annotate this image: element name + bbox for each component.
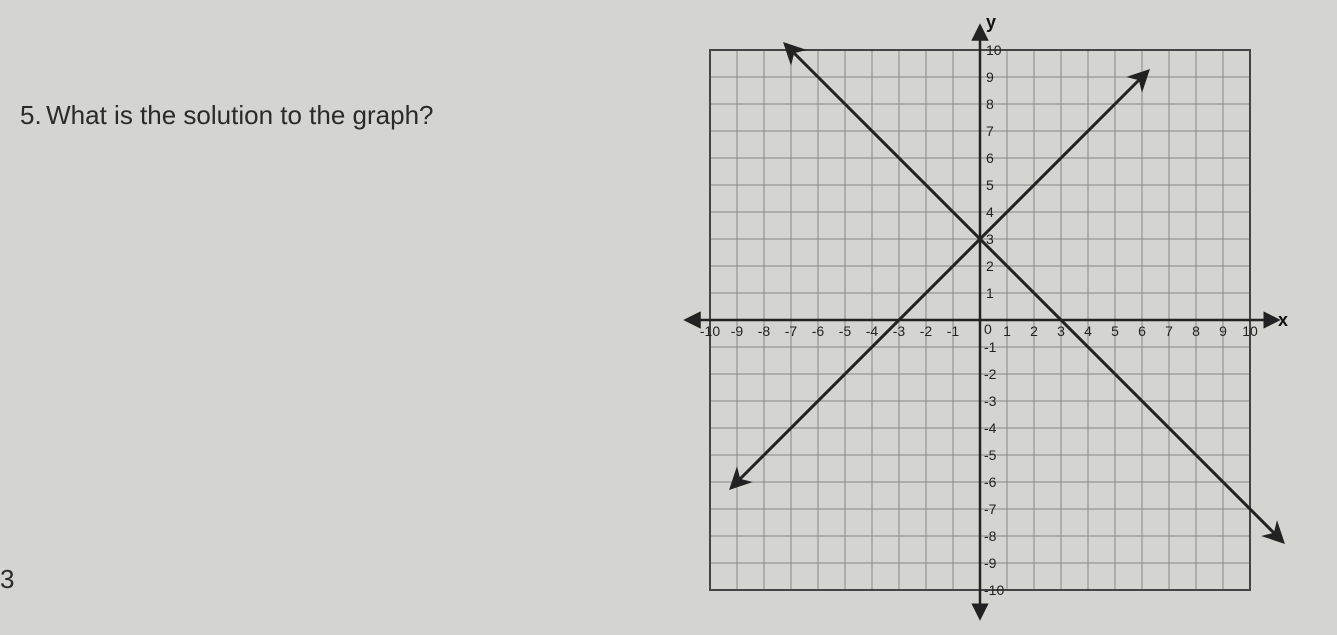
tick-label: 1 <box>986 285 994 301</box>
tick-label: 5 <box>986 177 994 193</box>
tick-label: 4 <box>1084 323 1092 339</box>
tick-label: -4 <box>866 323 879 339</box>
tick-label: 6 <box>1138 323 1146 339</box>
tick-label: -6 <box>984 474 997 490</box>
tick-label: 5 <box>1111 323 1119 339</box>
tick-label: -2 <box>920 323 933 339</box>
tick-label: 8 <box>986 96 994 112</box>
tick-label: 0 <box>984 321 992 337</box>
tick-label: -1 <box>947 323 960 339</box>
x-axis-label: x <box>1278 310 1288 330</box>
tick-label: -10 <box>700 323 720 339</box>
tick-label: -10 <box>984 582 1004 598</box>
tick-label: -6 <box>812 323 825 339</box>
tick-label: 1 <box>1003 323 1011 339</box>
coordinate-graph: yx-10-9-8-7-6-5-4-3-2-101234567891012345… <box>680 10 1300 630</box>
tick-label: -3 <box>984 393 997 409</box>
tick-label: -2 <box>984 366 997 382</box>
tick-label: -4 <box>984 420 997 436</box>
tick-label: 2 <box>1030 323 1038 339</box>
tick-label: -1 <box>984 339 997 355</box>
page-marker: 3 <box>0 564 14 595</box>
tick-label: 9 <box>1219 323 1227 339</box>
tick-label: 4 <box>986 204 994 220</box>
line-1-positive-slope <box>737 77 1142 482</box>
tick-label: -5 <box>984 447 997 463</box>
tick-label: 8 <box>1192 323 1200 339</box>
question-text: What is the solution to the graph? <box>46 100 433 130</box>
tick-label: 2 <box>986 258 994 274</box>
question-number: 5. <box>20 100 42 130</box>
tick-label: -5 <box>839 323 852 339</box>
tick-label: 7 <box>1165 323 1173 339</box>
y-axis-label: y <box>986 12 996 32</box>
tick-label: -8 <box>758 323 771 339</box>
tick-label: 9 <box>986 69 994 85</box>
tick-label: 10 <box>986 42 1002 58</box>
tick-label: 6 <box>986 150 994 166</box>
tick-label: 7 <box>986 123 994 139</box>
tick-label: 10 <box>1242 323 1258 339</box>
tick-label: -8 <box>984 528 997 544</box>
question-block: 5. What is the solution to the graph? <box>20 100 620 131</box>
graph-svg: yx-10-9-8-7-6-5-4-3-2-101234567891012345… <box>680 10 1300 630</box>
tick-label: -7 <box>984 501 997 517</box>
tick-label: 3 <box>1057 323 1065 339</box>
tick-label: -7 <box>785 323 798 339</box>
tick-label: -9 <box>731 323 744 339</box>
tick-label: -9 <box>984 555 997 571</box>
